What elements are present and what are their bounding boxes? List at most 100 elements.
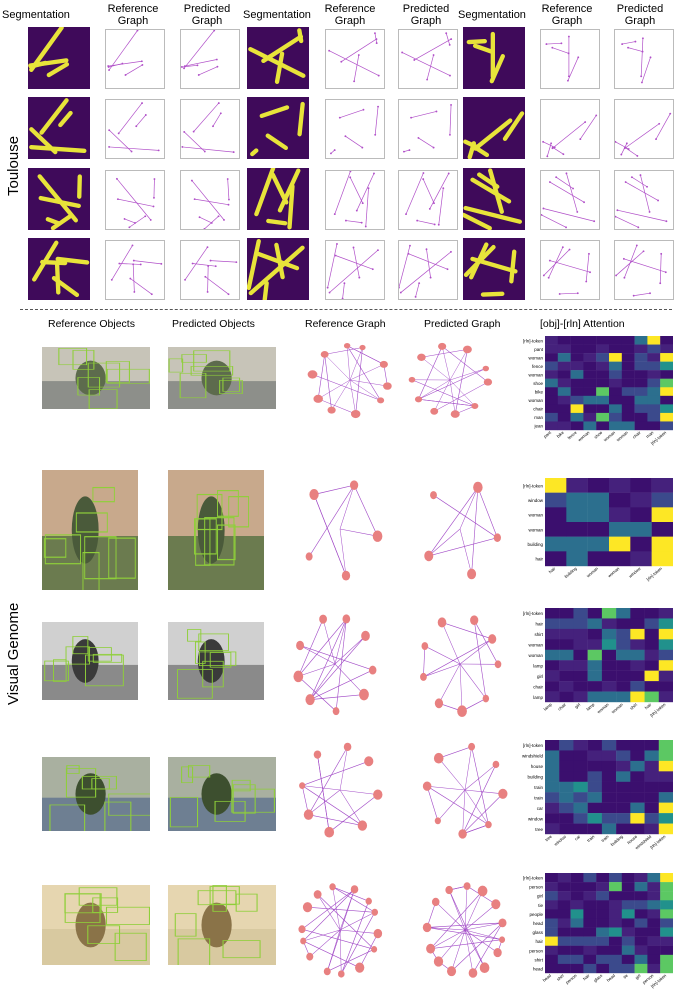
heatmap-cell <box>630 771 645 782</box>
vg-predicted-graph <box>415 735 515 845</box>
heatmap-col-label: lamp <box>585 702 596 712</box>
heatmap-cell <box>570 421 584 431</box>
heatmap-cell <box>660 909 673 919</box>
heatmap-cell <box>609 536 631 552</box>
heatmap-cell <box>557 404 571 414</box>
heatmap-cell <box>570 387 584 397</box>
heatmap-col-label: bike <box>556 430 566 439</box>
heatmap-cell <box>660 361 673 371</box>
heatmap-cell <box>621 918 635 928</box>
heatmap-cell <box>596 945 610 956</box>
heatmap-col-label: glass <box>593 973 604 983</box>
heatmap-cell <box>616 813 631 824</box>
heatmap-cell <box>570 404 584 414</box>
heatmap-cell <box>609 336 622 345</box>
segmentation-map <box>463 238 525 300</box>
heatmap-cell <box>573 802 588 814</box>
heatmap-cell <box>651 522 673 537</box>
heatmap-cell <box>570 918 584 928</box>
heatmap-cell <box>601 691 617 703</box>
heatmap-row-label: [rln]-token <box>523 743 544 748</box>
heatmap-col-label: woman <box>607 566 621 579</box>
heatmap-cell <box>601 681 617 692</box>
heatmap-cell <box>570 378 584 388</box>
heatmap-cell <box>573 823 588 835</box>
heatmap-col-label: house <box>626 834 638 846</box>
heatmap-cell <box>609 412 622 422</box>
heatmap-cell <box>630 536 652 552</box>
heatmap-col-label: woman <box>585 566 599 579</box>
col-header-ref-2: Reference Graph <box>324 3 376 27</box>
reference-objects-image <box>42 347 150 409</box>
heatmap-cell <box>660 954 673 965</box>
predicted-graph-tile <box>398 240 458 300</box>
heatmap-cell <box>621 954 635 965</box>
heatmap-cell <box>658 608 673 619</box>
heatmap-col-label: [rln]-token <box>645 566 663 582</box>
heatmap-cell <box>621 361 635 371</box>
heatmap-row-label: girl <box>537 894 543 899</box>
heatmap-cell <box>660 412 673 422</box>
heatmap-cell <box>621 353 635 362</box>
heatmap-cell <box>660 353 673 362</box>
predicted-objects-image <box>168 757 276 831</box>
heatmap-cell <box>609 918 622 928</box>
segmentation-map <box>247 168 309 230</box>
heatmap-cell <box>660 336 673 345</box>
heatmap-col-label: head <box>542 973 553 983</box>
heatmap-cell <box>630 670 645 682</box>
heatmap-cell <box>557 954 571 965</box>
heatmap-cell <box>658 792 673 803</box>
heatmap-cell <box>596 404 610 414</box>
heatmap-cell <box>621 963 635 974</box>
heatmap-cell <box>658 649 673 661</box>
heatmap-cell <box>651 551 673 567</box>
heatmap-cell <box>583 361 597 371</box>
heatmap-cell <box>557 936 571 946</box>
heatmap-cell <box>545 813 560 824</box>
heatmap-cell <box>621 378 635 388</box>
heatmap-cell <box>634 404 648 414</box>
reference-graph-tile <box>325 240 385 300</box>
heatmap-cell <box>545 936 558 946</box>
heatmap-cell <box>596 954 610 965</box>
heatmap-cell <box>601 618 617 630</box>
heatmap-cell <box>621 936 635 946</box>
heatmap-cell <box>587 649 603 661</box>
heatmap-cell <box>647 963 661 974</box>
heatmap-cell <box>601 823 617 835</box>
heatmap-cell <box>587 802 603 814</box>
heatmap-cell <box>557 370 571 379</box>
col-header-pred-1: Predicted Graph <box>183 3 231 27</box>
heatmap-cell <box>647 412 661 422</box>
vg-predicted-graph <box>400 337 500 423</box>
heatmap-cell <box>596 891 610 901</box>
heatmap-cell <box>644 670 659 682</box>
reference-objects-image <box>42 470 138 590</box>
heatmap-cell <box>570 936 584 946</box>
heatmap-cell <box>545 802 560 814</box>
heatmap-cell <box>587 823 603 835</box>
heatmap-cell <box>583 936 597 946</box>
heatmap-cell <box>609 882 622 892</box>
heatmap-col-label: woman <box>602 430 616 443</box>
reference-graph-tile <box>325 170 385 230</box>
heatmap-col-label: person <box>565 973 579 985</box>
heatmap-cell <box>647 344 661 354</box>
heatmap-cell <box>644 618 659 630</box>
heatmap-cell <box>658 750 673 762</box>
heatmap-cell <box>573 792 588 803</box>
reference-graph-tile <box>105 170 165 230</box>
reference-graph-tile <box>540 29 600 89</box>
heatmap-cell <box>596 421 610 431</box>
heatmap-cell <box>545 628 560 640</box>
heatmap-cell <box>601 792 617 803</box>
heatmap-cell <box>559 740 574 751</box>
heatmap-cell <box>660 891 673 901</box>
heatmap-cell <box>634 336 648 345</box>
heatmap-cell <box>660 387 673 397</box>
heatmap-col-label: hair <box>548 566 557 575</box>
heatmap-cell <box>634 421 648 431</box>
heatmap-cell <box>651 507 673 523</box>
heatmap-cell <box>601 750 617 762</box>
